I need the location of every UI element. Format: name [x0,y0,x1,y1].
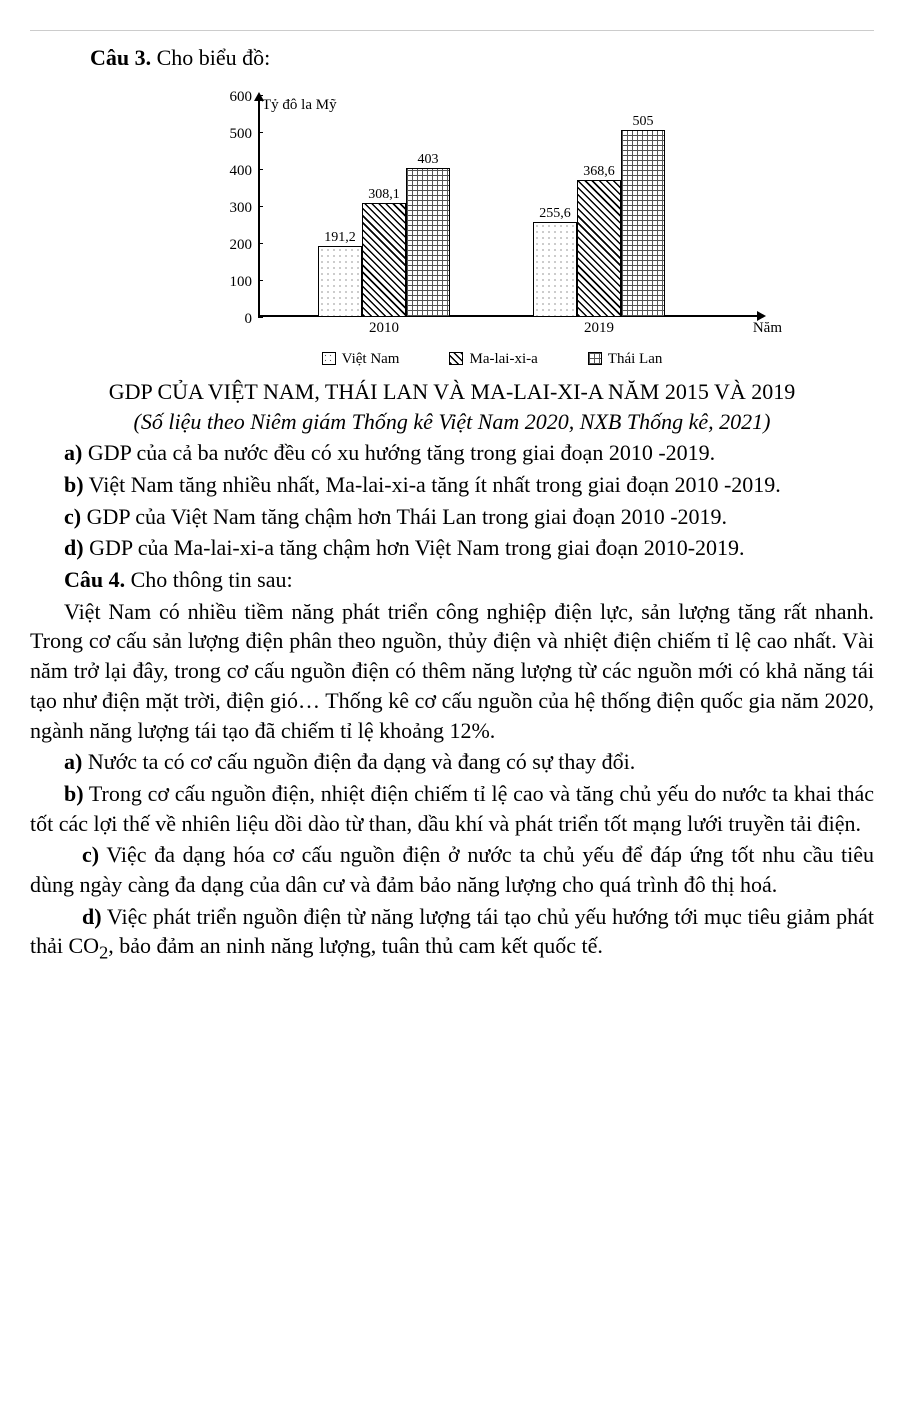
bar-value-label: 403 [407,151,449,170]
legend-item-vn: Việt Nam [322,349,400,369]
q4-b-text: Trong cơ cấu nguồn điện, nhiệt điện chiế… [30,781,874,836]
legend-swatch-icon [322,352,336,365]
y-tick-label: 600 [222,87,252,107]
q3-a-text: GDP của cả ba nước đều có xu hướng tăng … [82,440,715,465]
q3-c-label: c) [64,504,81,529]
bar-vn: 255,6 [533,222,577,317]
y-tick-mark [258,317,263,318]
q3-b-label: b) [64,472,84,497]
chart-area: 0100200300400500600 191,2308,1403255,636… [222,95,762,345]
legend-label: Việt Nam [342,349,400,369]
y-tick-label: 200 [222,235,252,255]
top-rule [30,30,874,31]
bar-tl: 505 [621,130,665,317]
y-tick-label: 0 [222,309,252,329]
q3-d-label: d) [64,535,84,560]
chart-subtitle: (Số liệu theo Niêm giám Thống kê Việt Na… [30,407,874,437]
q4-label: Câu 4. [64,567,125,592]
q4-heading: Câu 4. Cho thông tin sau: [30,565,874,595]
q3-c-text: GDP của Việt Nam tăng chậm hơn Thái Lan … [81,504,727,529]
q4-d-text-post: , bảo đảm an ninh năng lượng, tuân thủ c… [108,933,603,958]
bar-ml: 308,1 [362,203,406,317]
bar-ml: 368,6 [577,180,621,316]
q4-d-sub: 2 [99,943,108,963]
y-tick-label: 300 [222,198,252,218]
q3-options: a) GDP của cả ba nước đều có xu hướng tă… [30,438,874,563]
q4-heading-text: Cho thông tin sau: [125,567,292,592]
q4-a-label: a) [64,749,82,774]
chart-legend: Việt Nam Ma-lai-xi-a Thái Lan [222,349,762,369]
chart-xlabel: Năm [753,318,782,338]
legend-swatch-icon [588,352,602,365]
q4-c-label: c) [82,842,99,867]
chart-title: GDP CỦA VIỆT NAM, THÁI LAN VÀ MA-LAI-XI-… [30,377,874,407]
bar-value-label: 308,1 [363,186,405,205]
legend-label: Ma-lai-xi-a [469,349,537,369]
y-tick-label: 400 [222,161,252,181]
q4-d-label: d) [82,904,102,929]
bar-value-label: 368,6 [578,163,620,182]
legend-label: Thái Lan [608,349,663,369]
q4-c-text: Việc đa dạng hóa cơ cấu nguồn điện ở nướ… [30,842,874,897]
legend-item-tl: Thái Lan [588,349,663,369]
q3-b-text: Việt Nam tăng nhiều nhất, Ma-lai-xi-a tă… [84,472,781,497]
legend-item-ml: Ma-lai-xi-a [449,349,537,369]
x-category-label: 2019 [533,318,665,338]
bar-vn: 191,2 [318,246,362,317]
q4-a-text: Nước ta có cơ cấu nguồn điện đa dạng và … [82,749,635,774]
x-category-label: 2010 [318,318,450,338]
q4-b-label: b) [64,781,84,806]
bar-value-label: 505 [622,113,664,132]
q3-label: Câu 3. [90,45,151,70]
bar-tl: 403 [406,168,450,317]
y-tick-label: 500 [222,124,252,144]
bar-value-label: 191,2 [319,229,361,248]
chart-bars: 191,2308,1403255,6368,6505 [258,95,762,317]
q3-heading-text: Cho biểu đồ: [151,45,270,70]
q4-passage: Việt Nam có nhiều tiềm năng phát triển c… [30,597,874,745]
q3-heading: Câu 3. Cho biểu đồ: [90,43,874,73]
gdp-chart: Tỷ đô la Mỹ 0100200300400500600 191,2308… [142,95,762,369]
legend-swatch-icon [449,352,463,365]
q3-d-text: GDP của Ma-lai-xi-a tăng chậm hơn Việt N… [84,535,745,560]
q3-a-label: a) [64,440,82,465]
y-tick-label: 100 [222,272,252,292]
q4-options: a) Nước ta có cơ cấu nguồn điện đa dạng … [30,747,874,965]
bar-value-label: 255,6 [534,205,576,224]
